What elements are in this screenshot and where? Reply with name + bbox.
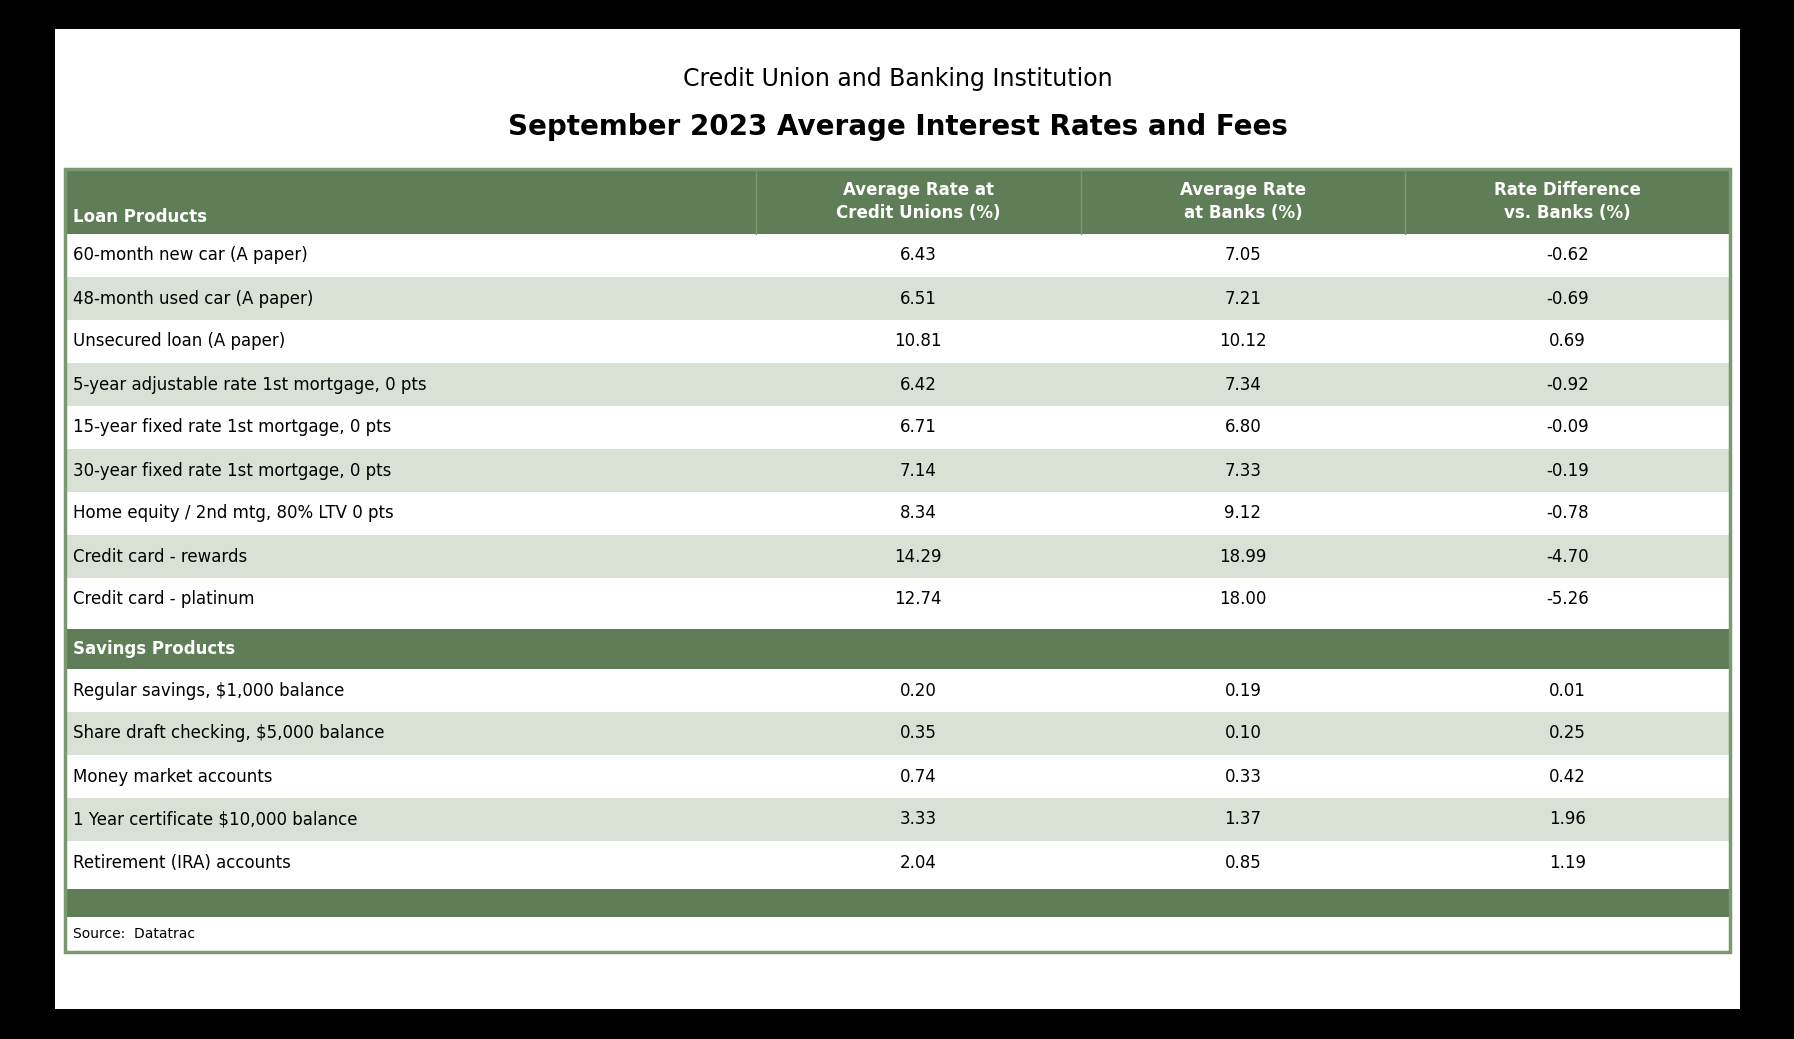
Text: Source:  Datatrac: Source: Datatrac: [74, 928, 196, 941]
Text: 60-month new car (A paper): 60-month new car (A paper): [74, 246, 309, 265]
Text: 18.99: 18.99: [1220, 548, 1267, 565]
Text: 1.96: 1.96: [1550, 810, 1586, 828]
Text: 9.12: 9.12: [1225, 505, 1261, 523]
Bar: [65, 169, 1729, 952]
Text: 48-month used car (A paper): 48-month used car (A paper): [74, 290, 314, 308]
Bar: [65, 712, 1729, 755]
Text: 6.42: 6.42: [901, 375, 936, 394]
Text: Credit card - platinum: Credit card - platinum: [74, 590, 255, 609]
Bar: [65, 755, 1729, 798]
Bar: [65, 917, 1729, 952]
Text: Average Rate at
Credit Unions (%): Average Rate at Credit Unions (%): [836, 182, 1001, 221]
Bar: [65, 320, 1729, 363]
Text: 2.04: 2.04: [901, 853, 936, 872]
Text: 12.74: 12.74: [895, 590, 942, 609]
Text: 3.33: 3.33: [901, 810, 936, 828]
Text: -0.69: -0.69: [1546, 290, 1589, 308]
Text: Retirement (IRA) accounts: Retirement (IRA) accounts: [74, 853, 291, 872]
Text: 0.19: 0.19: [1225, 682, 1261, 699]
Text: 0.74: 0.74: [901, 768, 936, 785]
Text: 0.25: 0.25: [1550, 724, 1586, 743]
Text: 18.00: 18.00: [1220, 590, 1267, 609]
Text: 0.01: 0.01: [1550, 682, 1586, 699]
Text: Average Rate
at Banks (%): Average Rate at Banks (%): [1180, 182, 1306, 221]
Text: 6.71: 6.71: [901, 419, 936, 436]
Text: 1.19: 1.19: [1550, 853, 1586, 872]
Bar: [65, 234, 1729, 277]
Text: Money market accounts: Money market accounts: [74, 768, 273, 785]
Text: 7.34: 7.34: [1225, 375, 1261, 394]
Text: 0.85: 0.85: [1225, 853, 1261, 872]
Text: 0.10: 0.10: [1225, 724, 1261, 743]
Text: Credit Union and Banking Institution: Credit Union and Banking Institution: [684, 66, 1112, 91]
Bar: [65, 798, 1729, 841]
Text: -0.62: -0.62: [1546, 246, 1589, 265]
Bar: [65, 535, 1729, 578]
Text: 10.12: 10.12: [1220, 332, 1267, 350]
Text: September 2023 Average Interest Rates and Fees: September 2023 Average Interest Rates an…: [508, 113, 1288, 141]
Bar: [65, 889, 1729, 917]
Text: 1 Year certificate $10,000 balance: 1 Year certificate $10,000 balance: [74, 810, 357, 828]
Text: -4.70: -4.70: [1546, 548, 1589, 565]
Bar: [65, 492, 1729, 535]
Text: 6.51: 6.51: [901, 290, 936, 308]
Text: -0.92: -0.92: [1546, 375, 1589, 394]
Text: 5-year adjustable rate 1st mortgage, 0 pts: 5-year adjustable rate 1st mortgage, 0 p…: [74, 375, 427, 394]
Text: 6.43: 6.43: [901, 246, 936, 265]
Text: -0.78: -0.78: [1546, 505, 1589, 523]
Bar: [65, 169, 1729, 234]
Text: 15-year fixed rate 1st mortgage, 0 pts: 15-year fixed rate 1st mortgage, 0 pts: [74, 419, 391, 436]
Text: 10.81: 10.81: [895, 332, 942, 350]
Text: Home equity / 2nd mtg, 80% LTV 0 pts: Home equity / 2nd mtg, 80% LTV 0 pts: [74, 505, 393, 523]
Bar: [65, 629, 1729, 669]
Text: 30-year fixed rate 1st mortgage, 0 pts: 30-year fixed rate 1st mortgage, 0 pts: [74, 461, 391, 480]
Bar: [65, 884, 1729, 889]
Text: 0.33: 0.33: [1225, 768, 1261, 785]
Text: -5.26: -5.26: [1546, 590, 1589, 609]
Text: -0.19: -0.19: [1546, 461, 1589, 480]
Text: 0.35: 0.35: [901, 724, 936, 743]
Text: 7.14: 7.14: [901, 461, 936, 480]
Text: -0.09: -0.09: [1546, 419, 1589, 436]
Bar: [65, 363, 1729, 406]
Text: 7.21: 7.21: [1225, 290, 1261, 308]
Text: Unsecured loan (A paper): Unsecured loan (A paper): [74, 332, 285, 350]
Bar: [65, 449, 1729, 492]
Bar: [65, 277, 1729, 320]
Text: 14.29: 14.29: [895, 548, 942, 565]
Bar: [65, 406, 1729, 449]
Text: Share draft checking, $5,000 balance: Share draft checking, $5,000 balance: [74, 724, 384, 743]
Text: 0.20: 0.20: [901, 682, 936, 699]
Text: Savings Products: Savings Products: [74, 640, 235, 658]
Text: Credit card - rewards: Credit card - rewards: [74, 548, 248, 565]
Text: 7.05: 7.05: [1225, 246, 1261, 265]
Bar: [65, 621, 1729, 629]
Text: 8.34: 8.34: [901, 505, 936, 523]
Text: 1.37: 1.37: [1225, 810, 1261, 828]
Bar: [65, 578, 1729, 621]
Text: 0.69: 0.69: [1550, 332, 1586, 350]
Bar: [65, 841, 1729, 884]
Text: Regular savings, $1,000 balance: Regular savings, $1,000 balance: [74, 682, 344, 699]
Text: 6.80: 6.80: [1225, 419, 1261, 436]
Text: Rate Difference
vs. Banks (%): Rate Difference vs. Banks (%): [1494, 182, 1642, 221]
Text: 7.33: 7.33: [1225, 461, 1261, 480]
Text: 0.42: 0.42: [1550, 768, 1586, 785]
Text: Loan Products: Loan Products: [74, 208, 206, 227]
Bar: [65, 669, 1729, 712]
